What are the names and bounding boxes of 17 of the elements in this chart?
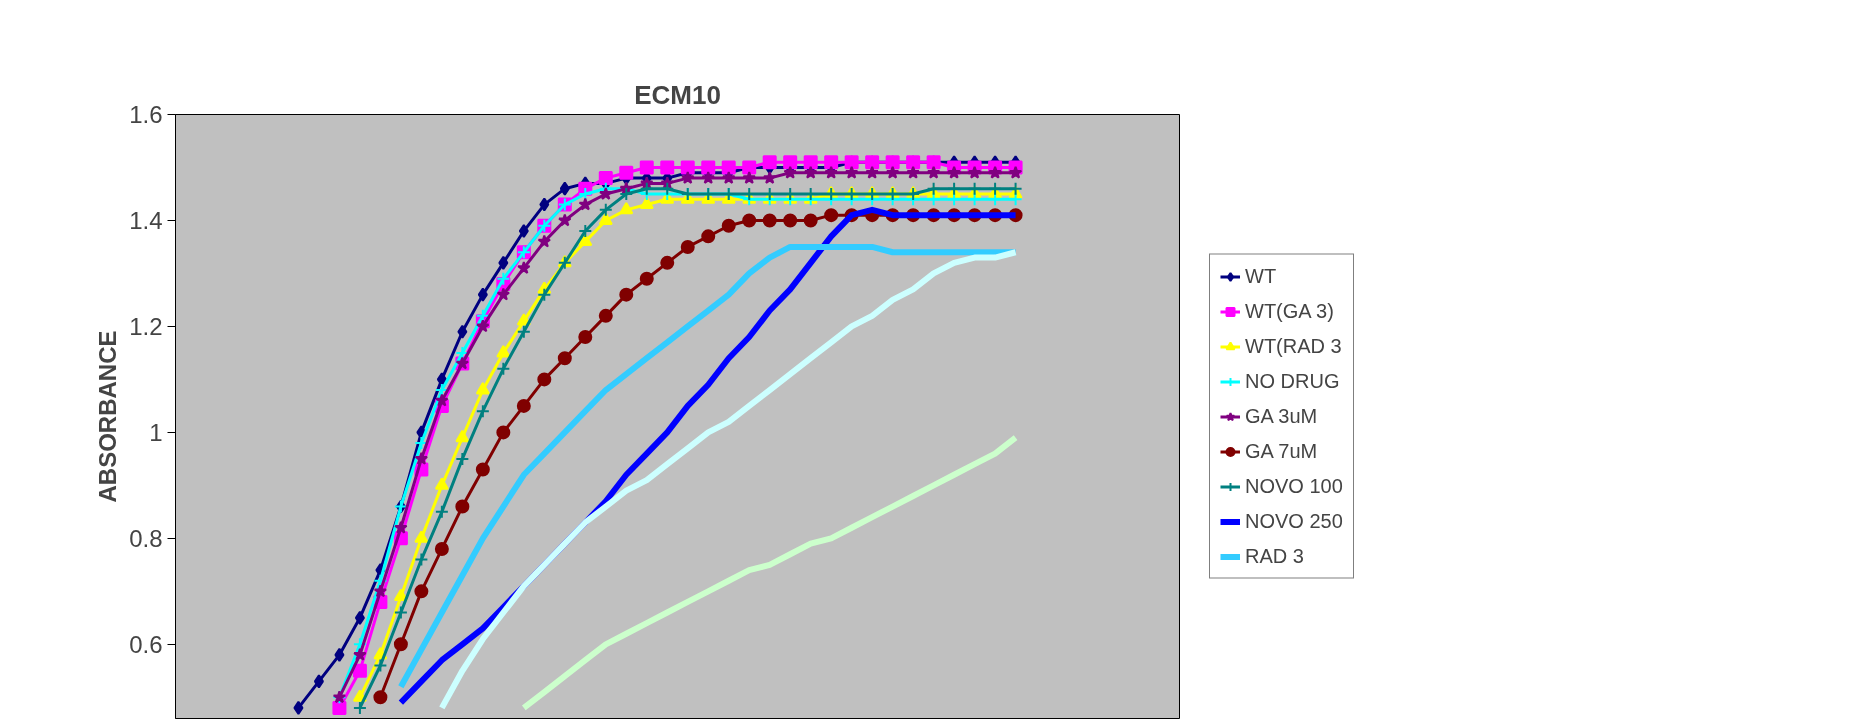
chart-title: ECM10 <box>634 79 721 110</box>
y-tick-label: 0.8 <box>129 524 163 552</box>
legend-label: NOVO 250 <box>1245 509 1343 533</box>
legend-label: NO DRUG <box>1245 369 1340 393</box>
legend-label: WT <box>1245 264 1277 288</box>
y-tick-label: 1.2 <box>129 312 163 340</box>
y-tick-label: 1.6 <box>129 101 163 128</box>
y-tick-label: 0.6 <box>129 630 163 658</box>
y-tick-label: 1 <box>149 418 163 446</box>
legend-label: GA 3uM <box>1245 404 1318 428</box>
y-axis-title: ABSORBANCE <box>94 330 122 503</box>
legend-label: RAD 3 <box>1245 544 1304 568</box>
y-tick-label: 1.4 <box>129 206 163 234</box>
legend-label: WT(RAD 3 <box>1245 334 1342 358</box>
legend-label: GA 7uM <box>1245 439 1318 463</box>
legend-label: NOVO 100 <box>1245 474 1343 498</box>
legend-label: WT(GA 3) <box>1245 299 1334 323</box>
